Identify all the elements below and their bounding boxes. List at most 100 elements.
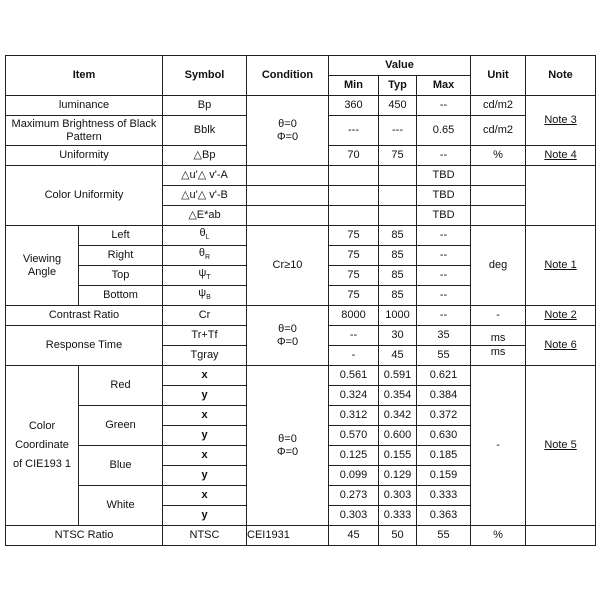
table-row: Blue x 0.125 0.155 0.185 xyxy=(6,445,596,486)
condition: θ=0 Φ=0 xyxy=(246,95,329,166)
min: 0.570 xyxy=(328,425,379,446)
max: -- xyxy=(415,305,472,326)
table-row: NTSC Ratio NTSC CEI1931 45 50 55 % xyxy=(5,525,597,546)
optical-spec-table: Item Symbol Condition Value Unit Note Mi… xyxy=(5,55,597,546)
symbol: △u'△ v'-B xyxy=(162,185,247,206)
table-row: Green x 0.312 0.342 0.372 xyxy=(6,405,596,446)
symbol: x xyxy=(162,485,247,506)
typ: 0.155 xyxy=(378,445,417,466)
max: 0.65 xyxy=(415,115,472,146)
max: -- xyxy=(415,95,472,116)
header-item: Item xyxy=(5,55,163,96)
symbol: y xyxy=(162,505,247,526)
note-link[interactable]: Note 6 xyxy=(525,325,597,366)
table-row: Color Coordinate of CIE193 1 Red x θ=0 Φ=0 0.… xyxy=(5,365,597,526)
min: 0.324 xyxy=(328,385,379,406)
symbol: y xyxy=(162,385,247,406)
sub-item: Bottom xyxy=(78,285,163,306)
sub-item: White xyxy=(78,485,163,526)
max: 0.363 xyxy=(415,505,472,526)
symbol: NTSC xyxy=(162,525,247,546)
max: -- xyxy=(415,225,472,246)
min: 0.303 xyxy=(328,505,379,526)
max: -- xyxy=(415,265,472,286)
max: 55 xyxy=(415,525,472,546)
typ: 45 xyxy=(378,345,417,366)
table-row: Bottom ψB 75 85 -- xyxy=(6,285,596,306)
min: 70 xyxy=(328,145,379,166)
note-link[interactable]: Note 1 xyxy=(525,225,597,306)
min: 0.125 xyxy=(328,445,379,466)
header-min: Min xyxy=(328,75,379,96)
max: -- xyxy=(415,245,472,266)
typ: 450 xyxy=(378,95,417,116)
typ: 0.129 xyxy=(378,465,417,486)
symbol: ψT xyxy=(162,265,247,286)
min: -- xyxy=(328,325,379,346)
condition: Cr≥10 xyxy=(246,225,329,306)
max: TBD xyxy=(415,165,472,186)
min: 8000 xyxy=(328,305,379,326)
max: 55 xyxy=(415,345,472,366)
min: 0.312 xyxy=(328,405,379,426)
table-row: y 0.324 0.354 0.384 xyxy=(6,385,596,406)
sub-item: Left xyxy=(78,225,163,246)
sub-item: Red xyxy=(78,365,163,406)
typ: 50 xyxy=(378,525,417,546)
min: 45 xyxy=(328,525,379,546)
max: 0.372 xyxy=(415,405,472,426)
note-link[interactable]: Note 3 xyxy=(525,95,597,146)
max: 0.159 xyxy=(415,465,472,486)
condition: θ=0 Φ=0 xyxy=(246,365,329,526)
condition: CEI1931 xyxy=(246,525,329,546)
item: Maximum Brightness of Black Pattern xyxy=(5,115,163,146)
sub-item: Top xyxy=(78,265,163,286)
min: 0.273 xyxy=(328,485,379,506)
typ: 0.303 xyxy=(378,485,417,506)
table-row: luminance Bp θ=0 Φ=0 360 450 -- cd/m2 Not… xyxy=(5,95,597,166)
header-symbol: Symbol xyxy=(162,55,247,96)
min: --- xyxy=(328,115,379,146)
sub-item: Right xyxy=(78,245,163,266)
header-unit: Unit xyxy=(470,55,527,96)
note-link[interactable]: Note 2 xyxy=(525,305,597,326)
header-max: Max xyxy=(415,75,472,96)
symbol: x xyxy=(162,365,247,386)
item: Uniformity xyxy=(5,145,163,166)
item: luminance xyxy=(5,95,163,116)
symbol: Bblk xyxy=(162,115,247,146)
symbol: ψB xyxy=(162,285,247,306)
typ: 0.342 xyxy=(378,405,417,426)
symbol: θL xyxy=(162,225,247,246)
unit: cd/m2 xyxy=(470,95,527,116)
max: 35 xyxy=(415,325,472,346)
table-row: Maximum Brightness of Black Pattern Bblk… xyxy=(5,115,596,146)
symbol: △Bp xyxy=(162,145,247,166)
item: Response Time xyxy=(5,325,163,366)
unit: - xyxy=(470,365,527,526)
note-link[interactable]: Note 4 xyxy=(525,145,597,166)
max: 0.333 xyxy=(415,485,472,506)
item: Color Coordinate of CIE193 1 xyxy=(5,365,79,526)
table-row: Viewing Angle Left θL Cr≥10 75 85 -- deg… xyxy=(5,225,597,306)
condition: θ=0 Φ=0 xyxy=(246,305,329,366)
unit: - xyxy=(470,305,527,326)
min: - xyxy=(328,345,379,366)
note-link[interactable]: Note 5 xyxy=(525,365,597,526)
typ: 85 xyxy=(378,225,417,246)
table-row: Contrast Ratio Cr θ=0 Φ=0 8000 1000 -- - … xyxy=(5,305,597,366)
table-row: Uniformity △Bp 70 75 -- % Note 4 xyxy=(5,145,597,166)
symbol: △E*ab xyxy=(162,205,247,226)
symbol: Tr+Tf xyxy=(162,325,247,346)
min: 360 xyxy=(328,95,379,116)
unit: % xyxy=(470,145,527,166)
min: 75 xyxy=(328,245,379,266)
table-row: y 0.099 0.129 0.159 xyxy=(6,465,596,486)
typ: --- xyxy=(378,115,417,146)
min: 0.099 xyxy=(328,465,379,486)
sub-item: Blue xyxy=(78,445,163,486)
symbol: x xyxy=(162,445,247,466)
symbol: Bp xyxy=(162,95,247,116)
max: -- xyxy=(415,145,472,166)
sub-item: Green xyxy=(78,405,163,446)
